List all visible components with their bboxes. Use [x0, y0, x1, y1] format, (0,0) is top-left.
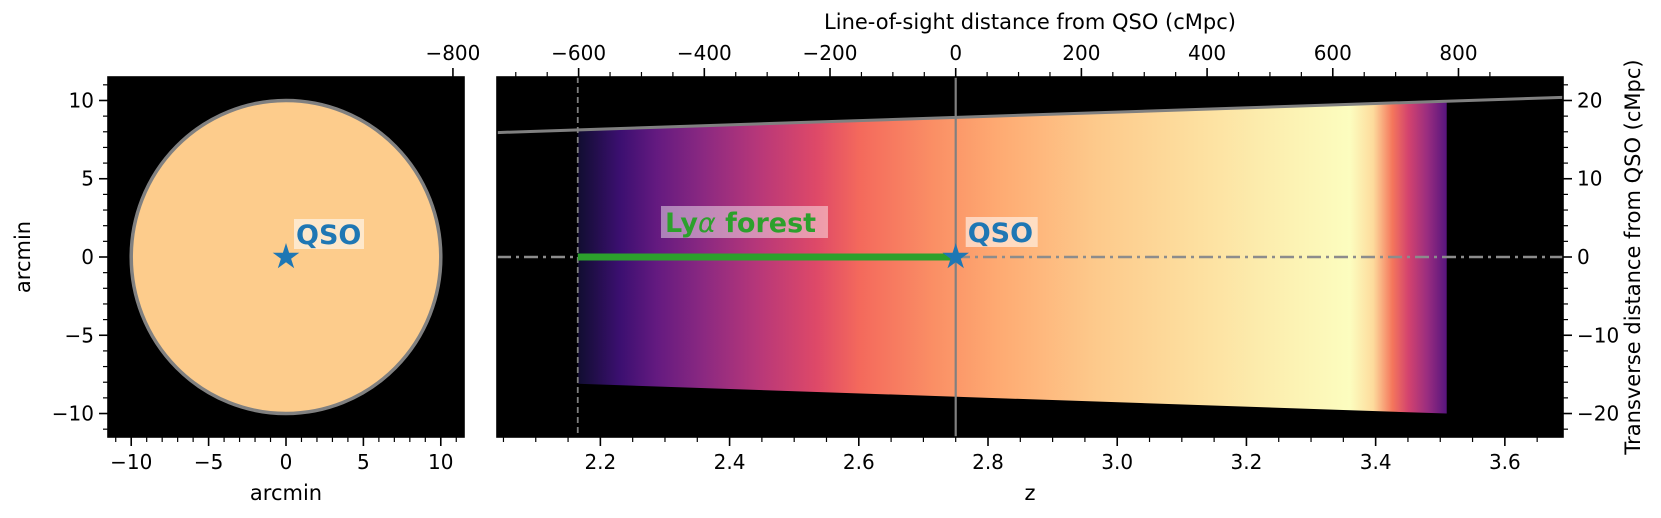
z-tick-label: 3.2 — [1231, 450, 1263, 474]
los-tick-label: 400 — [1188, 41, 1226, 65]
lya-label-background — [660, 206, 828, 238]
x-tick-label: −10 — [110, 450, 152, 474]
y-axis-label: arcmin — [11, 221, 35, 293]
los-tick-label: −800 — [425, 41, 480, 65]
lya-label-prefix: Ly — [665, 208, 698, 239]
x-tick-label: 0 — [280, 450, 293, 474]
qso-star-marker — [272, 243, 300, 269]
los-tick-label: 800 — [1439, 41, 1477, 65]
y-tick-label: 0 — [81, 245, 94, 269]
z-tick-label: 3.0 — [1101, 450, 1133, 474]
los-tick-label: −200 — [803, 41, 858, 65]
right-plot-frame — [496, 76, 1564, 438]
z-tick-label: 2.8 — [972, 450, 1004, 474]
y-tick-label: 10 — [69, 88, 94, 112]
x-axis-label: arcmin — [250, 481, 322, 505]
los-tick-label: 600 — [1314, 41, 1352, 65]
x-tick-label: 10 — [428, 450, 453, 474]
transverse-tick-label: −20 — [1577, 402, 1619, 426]
transverse-tick-label: 10 — [1577, 167, 1602, 191]
transverse-tick-label: −10 — [1577, 323, 1619, 347]
z-tick-label: 2.2 — [584, 450, 616, 474]
los-tick-label: 0 — [949, 41, 962, 65]
los-tick-label: −600 — [551, 41, 606, 65]
z-tick-label: 2.6 — [843, 450, 875, 474]
right-panel-redshift-view: Lyα forest QSO 2.2 2.4 2.6 2.8 3.0 3.2 3.4 3.6 z −8… — [425, 10, 1645, 505]
y-tick-label: 5 — [81, 167, 94, 191]
transverse-axis-label: Transverse distance from QSO (cMpc) — [1621, 59, 1645, 455]
cone-boundary-upper — [496, 95, 1564, 135]
y-tick-label: −5 — [65, 323, 94, 347]
left-panel-sky-view: −10 −5 0 5 10 10 5 0 −5 −10 arcmin arcmin QSO — [11, 76, 465, 505]
z-tick-label: 3.4 — [1360, 450, 1392, 474]
z-tick-label: 2.4 — [714, 450, 746, 474]
lya-forest-label: Lyα forest — [665, 208, 816, 239]
z-tick-label: 3.6 — [1489, 450, 1521, 474]
z-axis-label: z — [1024, 481, 1035, 505]
x-tick-label: −5 — [194, 450, 223, 474]
qso-star-marker — [942, 243, 969, 269]
los-tick-label: −400 — [677, 41, 732, 65]
qso-label: QSO — [968, 218, 1033, 249]
qso-label-background — [294, 219, 364, 249]
x-tick-label: 5 — [357, 450, 370, 474]
left-plot-frame — [107, 76, 465, 438]
transverse-tick-label: 20 — [1577, 88, 1602, 112]
lya-label-greek: α — [698, 208, 716, 239]
los-axis-label: Line-of-sight distance from QSO (cMpc) — [824, 10, 1236, 34]
transverse-tick-label: 0 — [1577, 245, 1590, 269]
los-tick-label: 200 — [1062, 41, 1100, 65]
y-tick-label: −10 — [52, 402, 94, 426]
lya-label-suffix: forest — [716, 208, 816, 239]
qso-label-background — [965, 217, 1038, 247]
qso-label: QSO — [296, 220, 361, 251]
